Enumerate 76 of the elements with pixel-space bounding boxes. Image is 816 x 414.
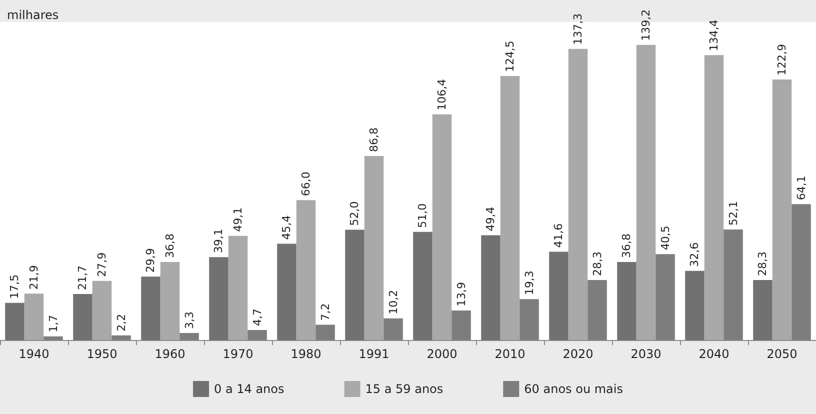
data-label: 66,0 xyxy=(300,172,312,196)
data-label: 2,2 xyxy=(114,314,128,332)
x-tick-label: 1950 xyxy=(86,347,118,361)
data-label: 124,5 xyxy=(504,40,516,72)
legend-label: 15 a 59 anos xyxy=(365,382,444,396)
x-tick-label: 1970 xyxy=(222,347,254,361)
data-label: 122,9 xyxy=(776,44,788,76)
x-tick-label: 2020 xyxy=(562,347,594,361)
data-label: 13,9 xyxy=(454,282,468,307)
bar xyxy=(432,114,452,340)
data-label: 28,3 xyxy=(590,252,604,276)
data-label: 106,4 xyxy=(436,78,448,110)
data-label: 21,9 xyxy=(28,265,40,290)
data-label: 64,1 xyxy=(794,176,808,200)
data-label: 32,6 xyxy=(688,242,702,267)
bar xyxy=(209,257,228,340)
bar xyxy=(92,280,112,340)
data-label: 10,2 xyxy=(386,290,400,314)
bar xyxy=(753,280,772,340)
x-tick-label: 2050 xyxy=(766,347,798,361)
bar xyxy=(73,294,92,340)
data-label: 134,4 xyxy=(708,20,720,52)
data-label: 1,7 xyxy=(46,314,60,332)
data-label: 19,3 xyxy=(522,270,536,296)
bar xyxy=(296,200,316,340)
bar xyxy=(549,252,568,340)
data-label: 7,2 xyxy=(318,303,332,321)
bar xyxy=(228,236,248,340)
bar xyxy=(772,79,792,340)
bar xyxy=(568,48,588,340)
data-label: 49,1 xyxy=(232,207,244,232)
x-tick-label: 2000 xyxy=(426,347,458,361)
data-label: 3,3 xyxy=(182,312,196,330)
data-label: 29,9 xyxy=(144,248,158,273)
y-axis-title: milhares xyxy=(7,8,59,22)
x-tick-label: 1980 xyxy=(290,347,322,361)
data-label: 36,8 xyxy=(620,233,634,258)
data-label: 40,5 xyxy=(658,226,672,250)
bar xyxy=(5,302,24,340)
data-label: 28,3 xyxy=(756,252,770,276)
bar xyxy=(704,55,724,340)
data-label: 52,1 xyxy=(726,201,740,226)
data-label: 45,4 xyxy=(280,215,294,240)
bar xyxy=(345,230,364,340)
data-label: 86,8 xyxy=(368,127,380,152)
bar xyxy=(636,44,656,340)
data-label: 4,7 xyxy=(250,308,264,326)
data-label: 52,0 xyxy=(348,201,362,226)
x-tick-label: 2030 xyxy=(630,347,662,361)
x-tick-label: 2010 xyxy=(494,347,526,361)
bar xyxy=(413,232,432,340)
data-label: 41,6 xyxy=(552,223,566,248)
data-label: 39,1 xyxy=(212,228,226,254)
bar xyxy=(364,156,384,340)
bar xyxy=(617,262,636,340)
x-tick-label: 2040 xyxy=(698,347,730,361)
x-tick-label: 1960 xyxy=(154,347,186,361)
data-label: 137,3 xyxy=(572,13,584,45)
bar xyxy=(160,262,180,340)
data-label: 49,4 xyxy=(484,206,498,232)
bar xyxy=(685,270,704,340)
bar xyxy=(481,235,500,340)
data-label: 21,7 xyxy=(76,265,90,290)
data-label: 139,2 xyxy=(640,9,652,41)
data-label: 17,5 xyxy=(8,274,22,299)
data-label: 51,0 xyxy=(416,203,430,228)
data-label: 27,9 xyxy=(96,252,108,277)
x-tick-label: 1991 xyxy=(358,347,390,361)
x-tick-label: 1940 xyxy=(18,347,50,361)
bar xyxy=(141,276,160,340)
legend-label: 60 anos ou mais xyxy=(524,382,623,396)
bar xyxy=(277,244,296,340)
data-label: 36,8 xyxy=(164,233,176,258)
bar xyxy=(500,76,520,340)
legend-label: 0 a 14 anos xyxy=(214,382,284,396)
bar xyxy=(24,294,44,340)
